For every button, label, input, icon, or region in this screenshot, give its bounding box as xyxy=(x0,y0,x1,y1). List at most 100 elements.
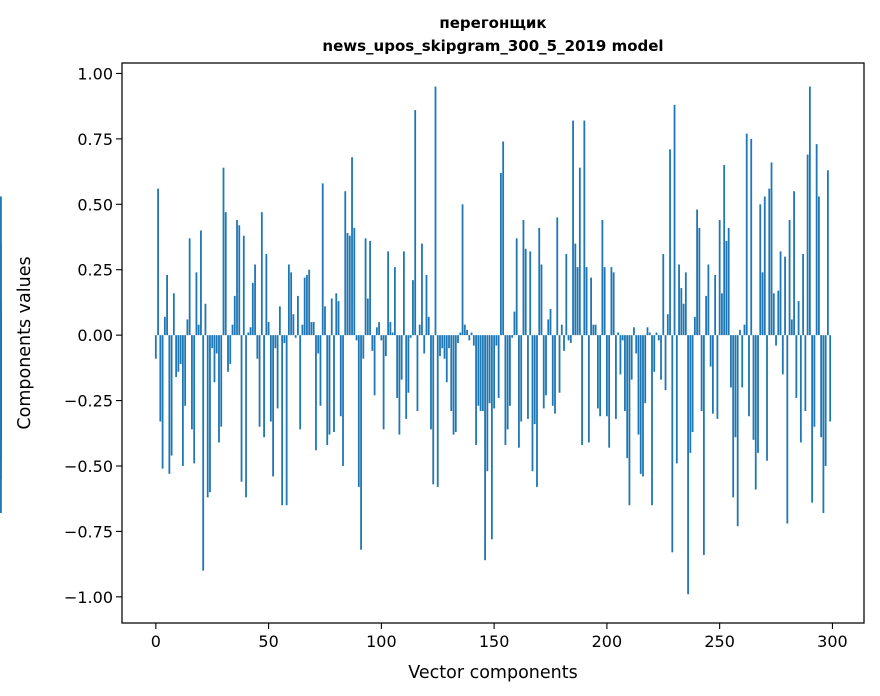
bar-192 xyxy=(587,335,590,443)
bar-225 xyxy=(662,254,665,336)
y-tick-label: −0.75 xyxy=(64,522,113,541)
bar-22 xyxy=(204,303,207,336)
bar-227 xyxy=(666,314,669,336)
bar-246 xyxy=(709,335,712,367)
bar-99 xyxy=(378,322,380,336)
bar-40 xyxy=(245,335,247,498)
bar-97 xyxy=(373,335,376,396)
bar-269 xyxy=(761,272,764,336)
bar-4 xyxy=(163,316,166,336)
bar-196 xyxy=(596,335,599,409)
bar-226 xyxy=(664,335,667,391)
bar-200 xyxy=(605,335,608,417)
bar-199 xyxy=(603,267,606,336)
bar-134 xyxy=(457,335,459,343)
bar-90 xyxy=(357,335,360,487)
bar-197 xyxy=(599,335,602,417)
bar-129 xyxy=(445,335,448,383)
bar-156 xyxy=(506,335,509,430)
bar-223 xyxy=(657,335,660,341)
bar-168 xyxy=(533,335,536,425)
bar-193 xyxy=(590,277,592,336)
bar-138 xyxy=(466,329,468,336)
bar-29 xyxy=(220,335,223,427)
bar-150 xyxy=(493,335,496,409)
x-tick-label: 0 xyxy=(151,632,161,651)
bar-6 xyxy=(168,335,171,474)
bar-206 xyxy=(619,335,622,375)
bar-64 xyxy=(299,335,302,430)
bar-182 xyxy=(565,254,568,336)
bar-151 xyxy=(495,335,498,346)
bar-39 xyxy=(242,235,245,336)
bar-9 xyxy=(175,335,178,378)
bar-278 xyxy=(781,335,784,375)
bar-110 xyxy=(403,251,405,336)
bar-2 xyxy=(159,335,162,422)
bar-231 xyxy=(675,335,678,464)
bar-50 xyxy=(267,322,270,336)
bar-218 xyxy=(646,327,649,336)
bar-251 xyxy=(721,293,723,336)
bar-137 xyxy=(463,324,466,336)
bar-143 xyxy=(477,335,480,406)
bar-266 xyxy=(754,335,757,490)
bar-255 xyxy=(730,335,732,388)
bar-191 xyxy=(585,267,588,336)
x-tick-label: 50 xyxy=(258,632,278,651)
bar-113 xyxy=(409,335,412,338)
bar-126 xyxy=(439,335,441,357)
bar-176 xyxy=(551,335,554,406)
bar-70 xyxy=(312,322,315,336)
bar-120 xyxy=(425,274,428,336)
bar-262 xyxy=(745,133,748,336)
bar-291 xyxy=(811,335,814,503)
bar-101 xyxy=(382,335,385,430)
bar-237 xyxy=(689,335,692,453)
bar-28 xyxy=(218,335,220,443)
bar-217 xyxy=(644,335,647,404)
bar-205 xyxy=(617,332,620,336)
bar-298 xyxy=(827,170,829,336)
bar-201 xyxy=(608,335,611,448)
bar-100 xyxy=(380,335,383,341)
bar-207 xyxy=(621,335,624,341)
bar-174 xyxy=(547,319,550,336)
bar-15 xyxy=(188,238,191,336)
bar-297 xyxy=(824,335,827,466)
bar-77 xyxy=(328,335,331,435)
bar-31 xyxy=(224,212,227,336)
bar-213 xyxy=(635,335,638,354)
bar-37 xyxy=(238,225,241,336)
bar-188 xyxy=(578,167,581,336)
bar-91 xyxy=(360,335,362,550)
bar-259 xyxy=(739,329,741,336)
bar-96 xyxy=(371,335,374,351)
bar-163 xyxy=(522,220,525,336)
bar-43 xyxy=(251,282,254,336)
bar-185 xyxy=(572,120,574,336)
bar-127 xyxy=(441,335,444,349)
bar-146 xyxy=(484,335,486,561)
bar-84 xyxy=(344,191,347,336)
bar-94 xyxy=(366,298,369,336)
bar-257 xyxy=(734,335,737,438)
bar-59 xyxy=(287,264,290,336)
bar-245 xyxy=(707,264,710,336)
bar-155 xyxy=(504,335,507,446)
bar-11 xyxy=(179,335,182,364)
bar-159 xyxy=(513,311,516,336)
bar-25 xyxy=(211,335,214,349)
bar-65 xyxy=(301,324,304,336)
bar-248 xyxy=(714,274,717,336)
bar-63 xyxy=(297,295,299,336)
bar-122 xyxy=(430,335,432,430)
x-tick-label: 300 xyxy=(817,632,848,651)
bar-121 xyxy=(427,316,430,336)
bar-45 xyxy=(256,335,259,359)
bar-30 xyxy=(222,167,225,336)
bar-109 xyxy=(400,335,403,380)
bar-253 xyxy=(725,240,728,336)
bar-69 xyxy=(310,322,313,336)
bar-280 xyxy=(786,335,789,524)
